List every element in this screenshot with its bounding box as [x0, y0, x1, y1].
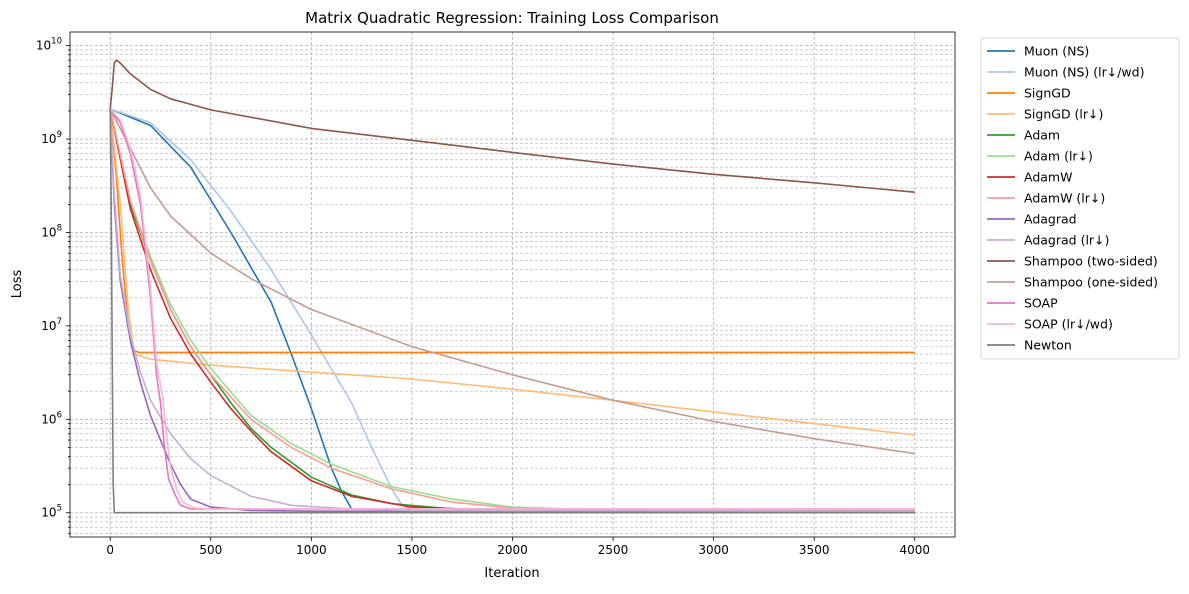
series-line — [109, 108, 915, 436]
y-tick-base: 10 — [41, 319, 56, 333]
y-tick-exponent: 5 — [57, 504, 62, 514]
series-line — [109, 59, 915, 193]
y-tick-label: 109 — [41, 130, 62, 146]
y-tick-base: 10 — [41, 132, 56, 146]
x-tick-label: 2000 — [497, 543, 528, 557]
legend-label: Muon (NS) (lr↓/wd) — [1024, 65, 1144, 80]
y-tick-base: 10 — [41, 506, 56, 520]
legend-label: Adagrad — [1024, 212, 1077, 227]
y-tick-exponent: 9 — [57, 130, 62, 140]
legend-label: Muon (NS) — [1024, 44, 1089, 59]
tick-layer: 0 500 1000 1500 2000 2500 3000 3500 400010510610… — [36, 37, 930, 557]
series-line — [109, 108, 915, 513]
legend-label: Adam — [1024, 128, 1060, 143]
y-tick-exponent: 7 — [57, 317, 62, 327]
legend-label: SOAP — [1024, 296, 1058, 311]
grid-layer — [70, 32, 955, 537]
y-tick-exponent: 8 — [57, 223, 62, 233]
series-line — [109, 108, 915, 510]
series-line — [109, 108, 915, 354]
legend: Muon (NS) Muon (NS) (lr↓/wd) SignGD SignGD … — [980, 37, 1180, 360]
series-line — [109, 108, 915, 513]
legend-label: SignGD (lr↓) — [1024, 107, 1103, 122]
series-line — [109, 108, 915, 510]
y-tick-base: 10 — [36, 39, 51, 53]
y-tick-label: 1010 — [36, 37, 62, 53]
legend-label: Newton — [1024, 338, 1072, 353]
x-tick-label: 3000 — [698, 543, 729, 557]
x-tick-label: 0 — [106, 543, 114, 557]
series-line — [109, 108, 353, 510]
y-tick-base: 10 — [41, 225, 56, 239]
series-line — [109, 108, 915, 513]
y-tick-label: 105 — [41, 504, 62, 520]
x-tick-label: 1500 — [397, 543, 428, 557]
x-tick-label: 1000 — [296, 543, 327, 557]
x-axis-label: Iteration — [484, 566, 539, 581]
legend-frame — [980, 37, 1180, 360]
y-axis-label: Loss — [10, 270, 25, 299]
x-tick-label: 4000 — [899, 543, 930, 557]
legend-label: Shampoo (one-sided) — [1024, 275, 1158, 290]
legend-label: SignGD — [1024, 86, 1071, 101]
y-tick-exponent: 6 — [57, 410, 62, 420]
y-tick-base: 10 — [41, 412, 56, 426]
series-line — [109, 108, 915, 455]
y-tick-label: 108 — [41, 223, 62, 239]
x-tick-label: 500 — [199, 543, 222, 557]
series-line — [109, 108, 413, 510]
y-tick-exponent: 10 — [51, 37, 62, 47]
x-tick-label: 2500 — [598, 543, 629, 557]
y-tick-label: 106 — [41, 410, 62, 426]
x-tick-label: 3500 — [799, 543, 830, 557]
series-layer — [109, 59, 915, 514]
legend-label: Adagrad (lr↓) — [1024, 233, 1109, 248]
legend-label: Adam (lr↓) — [1024, 149, 1093, 164]
series-line — [109, 108, 915, 514]
y-tick-label: 107 — [41, 317, 62, 333]
legend-label: Shampoo (two-sided) — [1024, 254, 1158, 269]
legend-label: AdamW — [1024, 170, 1072, 185]
chart-title: Matrix Quadratic Regression: Training Lo… — [305, 9, 719, 27]
legend-label: AdamW (lr↓) — [1024, 191, 1105, 206]
legend-label: SOAP (lr↓/wd) — [1024, 317, 1113, 332]
